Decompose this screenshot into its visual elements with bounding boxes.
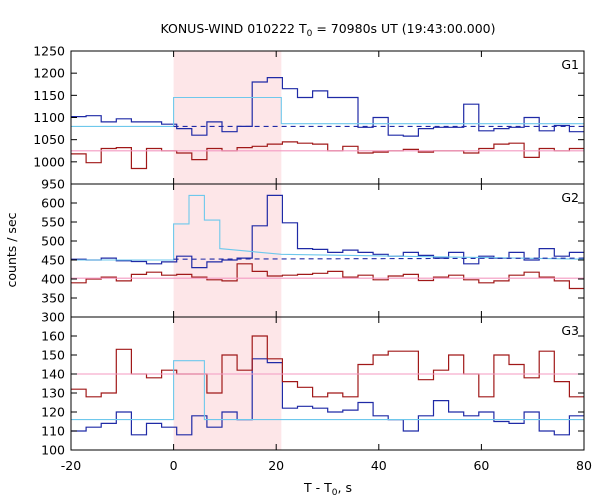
y-tick-label: 1250 xyxy=(33,44,65,59)
y-tick-label: 1150 xyxy=(33,88,65,103)
panel-g3: 100 110 120 130 140 150 160 G3 xyxy=(41,316,585,458)
shade-layer xyxy=(173,51,282,450)
x-tick-label: 80 xyxy=(576,458,592,473)
y-tick-label: 500 xyxy=(41,234,65,249)
series-red-step-1 xyxy=(71,263,584,290)
x-tick-label: -20 xyxy=(61,458,81,473)
x-tick-label: 0 xyxy=(170,458,178,473)
x-axis-title-subscript: 0 xyxy=(332,488,338,498)
panel-label: G1 xyxy=(561,57,579,72)
y-tick-label: 300 xyxy=(41,310,65,325)
panel-frame xyxy=(70,50,585,185)
series-blue-step-0 xyxy=(71,358,584,436)
panels-layer: 950100010501100115012001250G130035040045… xyxy=(33,44,592,474)
panel-frame xyxy=(70,316,585,451)
panel-series-group xyxy=(71,335,584,436)
y-tick-label: 140 xyxy=(41,367,65,382)
series-red-step-1 xyxy=(71,335,584,398)
y-tick-label: 150 xyxy=(41,348,65,363)
y-tick-label: 600 xyxy=(41,196,65,211)
chart-title: KONUS-WIND 010222 T0 = 70980s UT (19:43:… xyxy=(160,21,495,39)
series-blue-step-0 xyxy=(71,77,584,137)
y-tick-label: 550 xyxy=(41,215,65,230)
y-tick-label: 130 xyxy=(41,386,65,401)
chart-title-subscript: 0 xyxy=(307,29,313,39)
panel-g1: 950 1000 1050 1100 1150 1200 1250 G1 xyxy=(33,44,585,192)
y-tick-label: 350 xyxy=(41,291,65,306)
panel-g2: 300 350 400 450 500 550 600 G2 xyxy=(41,183,585,325)
x-axis-title-rest: , s xyxy=(338,480,352,495)
x-tick-label: 60 xyxy=(473,458,489,473)
y-tick-label: 100 xyxy=(41,443,65,458)
chart-title-rest: = 70980s UT (19:43:00.000) xyxy=(312,21,495,36)
panel-label: G2 xyxy=(561,190,579,205)
x-tick-label: 20 xyxy=(268,458,284,473)
x-axis-title: T - T0, s xyxy=(303,480,352,498)
series-red-step-1 xyxy=(71,141,584,170)
series-cyan-line-2 xyxy=(71,360,584,421)
y-tick-label: 120 xyxy=(41,405,65,420)
shaded-interval xyxy=(173,51,282,450)
y-tick-label: 950 xyxy=(41,177,65,192)
y-tick-label: 400 xyxy=(41,272,65,287)
panel-series-group xyxy=(71,77,584,170)
y-tick-label: 1100 xyxy=(33,110,65,125)
series-blue-step-0 xyxy=(71,194,584,269)
labels-layer: KONUS-WIND 010222 T0 = 70980s UT (19:43:… xyxy=(4,21,496,498)
panel-series-group xyxy=(71,194,584,290)
y-tick-label: 1000 xyxy=(33,154,65,169)
series-blue-dashed-3 xyxy=(173,257,584,260)
series-cyan-line-2 xyxy=(71,96,584,127)
y-axis-title: counts / sec xyxy=(4,212,19,287)
series-cyan-line-2 xyxy=(71,194,584,261)
y-tick-label: 110 xyxy=(41,424,65,439)
y-tick-label: 160 xyxy=(41,329,65,344)
y-tick-label: 1050 xyxy=(33,132,65,147)
panel-label: G3 xyxy=(561,323,579,338)
y-tick-label: 1200 xyxy=(33,66,65,81)
x-tick-label: 40 xyxy=(371,458,387,473)
y-tick-label: 450 xyxy=(41,253,65,268)
